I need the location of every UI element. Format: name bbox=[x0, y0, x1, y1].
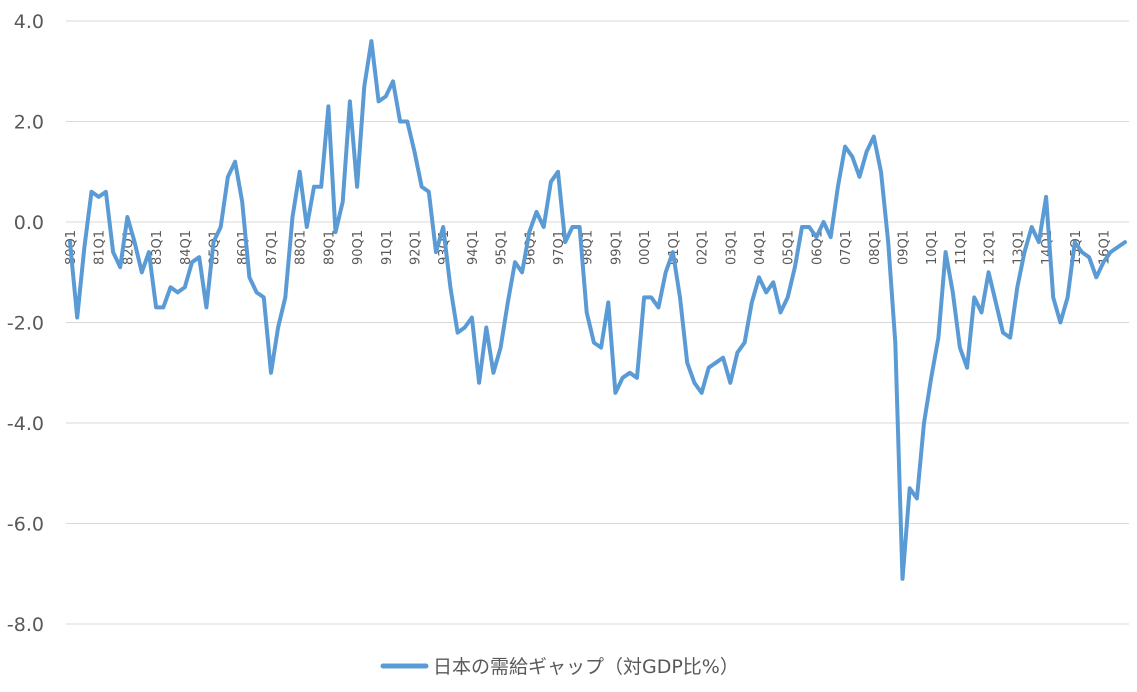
x-tick-label: 04Q1 bbox=[753, 230, 768, 265]
x-tick-label: 83Q1 bbox=[150, 230, 165, 265]
y-tick-label: -6.0 bbox=[7, 514, 44, 536]
x-tick-label: 84Q1 bbox=[179, 230, 194, 265]
x-tick-label: 08Q1 bbox=[868, 230, 883, 265]
x-tick-label: 88Q1 bbox=[294, 230, 309, 265]
x-tick-label: 07Q1 bbox=[839, 230, 854, 265]
series-lines bbox=[68, 39, 1127, 581]
x-tick-label: 12Q1 bbox=[983, 230, 998, 265]
y-tick-label: -8.0 bbox=[7, 614, 44, 636]
y-tick-label: -4.0 bbox=[7, 413, 44, 435]
x-tick-label: 87Q1 bbox=[265, 230, 280, 265]
y-tick-label: 4.0 bbox=[14, 11, 44, 33]
x-axis: 80Q1 81Q1 82Q1 83Q1 84Q1 85Q1 86Q1 87Q1 88Q1 89Q1… bbox=[64, 230, 1112, 265]
x-tick-label: 94Q1 bbox=[466, 230, 481, 265]
x-tick-label: 11Q1 bbox=[954, 230, 969, 265]
x-tick-label: 98Q1 bbox=[581, 230, 596, 265]
x-tick-label: 02Q1 bbox=[696, 230, 711, 265]
x-tick-label: 89Q1 bbox=[322, 230, 337, 265]
gridlines bbox=[66, 20, 1129, 625]
series-line bbox=[68, 39, 1127, 581]
x-tick-label: 03Q1 bbox=[724, 230, 739, 265]
legend-label: 日本の需給ギャップ（対GDP比%） bbox=[433, 656, 739, 678]
x-tick-label: 99Q1 bbox=[609, 230, 624, 265]
y-axis: 4.0 2.0 0.0 -2.0 -4.0 -6.0 -8.0 bbox=[7, 11, 44, 636]
y-tick-label: -2.0 bbox=[7, 313, 44, 335]
x-tick-label: 00Q1 bbox=[638, 230, 653, 265]
x-tick-label: 95Q1 bbox=[495, 230, 510, 265]
x-tick-label: 91Q1 bbox=[380, 230, 395, 265]
x-tick-label: 10Q1 bbox=[925, 230, 940, 265]
x-tick-label: 06Q1 bbox=[810, 230, 825, 265]
x-tick-label: 05Q1 bbox=[782, 230, 797, 265]
y-tick-label: 0.0 bbox=[14, 212, 44, 234]
x-tick-label: 92Q1 bbox=[408, 230, 423, 265]
legend: 日本の需給ギャップ（対GDP比%） bbox=[380, 656, 739, 678]
y-tick-label: 2.0 bbox=[14, 112, 44, 134]
x-tick-label: 09Q1 bbox=[897, 230, 912, 265]
x-tick-label: 81Q1 bbox=[93, 230, 108, 265]
x-tick-label: 90Q1 bbox=[351, 230, 366, 265]
